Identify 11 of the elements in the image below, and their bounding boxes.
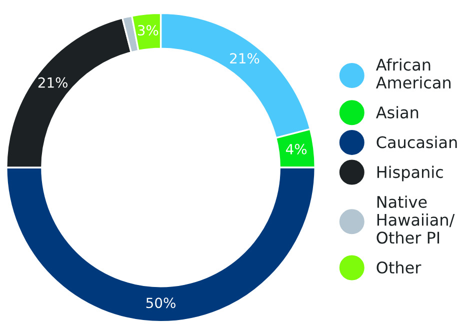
legend-label: African American: [376, 58, 450, 89]
legend-label: Caucasian: [376, 136, 457, 148]
legend-label: Asian: [376, 106, 418, 118]
data-label: 21%: [230, 53, 260, 64]
legend-label: Native Hawaiian/ Other PI: [376, 196, 455, 244]
legend-label: Hispanic: [377, 166, 443, 182]
legend-label: Other: [376, 261, 422, 274]
data-label: 4%: [286, 144, 307, 154]
data-label: 21%: [38, 77, 68, 88]
data-label: 50%: [146, 298, 176, 308]
data-label: 3%: [138, 25, 158, 36]
